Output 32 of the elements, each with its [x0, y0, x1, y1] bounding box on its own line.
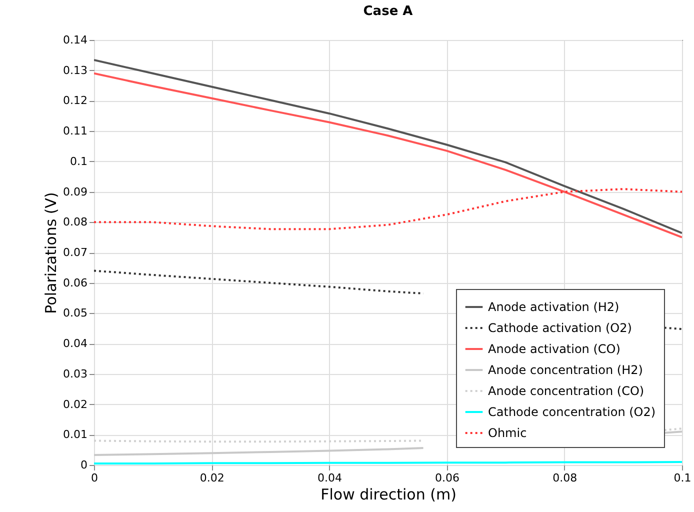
y-tick-label: 0.02: [63, 398, 88, 411]
legend-label: Cathode activation (O2): [488, 321, 632, 335]
y-tick-label: 0.06: [63, 276, 88, 290]
legend-label: Anode activation (CO): [488, 342, 620, 356]
y-tick-label: 0.01: [63, 428, 88, 442]
legend-label: Ohmic: [488, 426, 527, 440]
y-tick-label: 0.08: [63, 216, 88, 229]
y-tick-label: 0.03: [63, 367, 88, 380]
y-tick-label: 0.05: [63, 306, 88, 320]
y-tick-label: 0.04: [63, 337, 88, 350]
legend-label: Anode concentration (H2): [488, 363, 643, 377]
y-tick-label: 0.12: [63, 94, 88, 108]
y-tick-label: 0.14: [63, 34, 88, 46]
y-tick-label: 0.07: [63, 246, 88, 259]
x-tick-label: 0.04: [317, 472, 342, 484]
x-tick-label: 0.06: [435, 472, 460, 484]
y-tick-label: 0.1: [70, 154, 88, 168]
legend-label: Cathode concentration (O2): [488, 405, 656, 419]
y-tick-label: 0: [80, 458, 88, 472]
line-series: [94, 188, 682, 230]
y-tick-label: 0.13: [63, 64, 88, 77]
legend-label: Anode activation (H2): [488, 300, 620, 314]
y-tick-label: 0.09: [63, 185, 88, 198]
chart-title: Case A: [363, 4, 413, 19]
x-tick-label: 0: [91, 472, 98, 484]
x-tick-label: 0.02: [200, 472, 224, 484]
x-tick-label: 0.08: [552, 472, 578, 484]
x-axis-title: Flow direction (m): [320, 486, 456, 504]
y-axis-title: Polarizations (V): [42, 192, 60, 314]
x-tick-label: 0.1: [674, 472, 692, 484]
y-tick-label: 0.11: [63, 124, 88, 138]
legend-label: Anode concentration (CO): [488, 384, 644, 398]
